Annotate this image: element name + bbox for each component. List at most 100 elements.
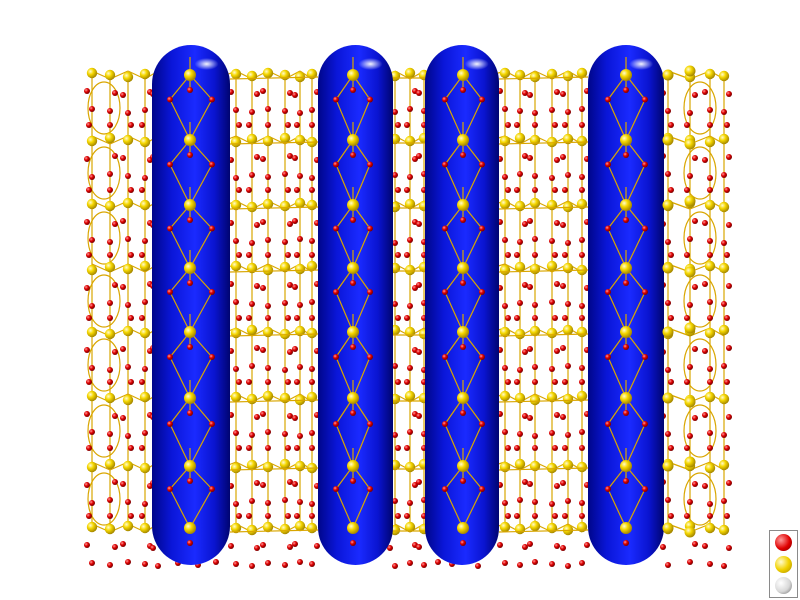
oxygen-atom [260,482,266,488]
oxygen-atom [282,108,288,114]
oxygen-atom [532,122,538,128]
silicon-atom [499,198,511,210]
oxygen-atom [120,481,126,487]
oxygen-atom [142,175,148,181]
oxygen-atom [560,480,566,486]
silicon-atom [576,326,588,338]
oxygen-atom [333,421,339,427]
oxygen-atom [249,301,255,307]
oxygen-atom [107,108,113,114]
oxygen-atom [684,513,690,519]
oxygen-atom [309,561,315,567]
silicon-atom [86,326,98,338]
oxygen-atom [502,106,508,112]
silicon-atom [347,392,359,404]
oxygen-atom [687,364,693,370]
oxygen-atom [687,559,693,565]
oxygen-atom [404,445,410,451]
silicon-atom [139,260,151,272]
silicon-atom [122,325,134,337]
bond [335,99,354,141]
bond [229,206,319,210]
oxygen-atom [292,92,298,98]
oxygen-atom [692,481,698,487]
oxygen-atom [707,501,713,507]
oxygen-atom [721,240,727,246]
silicon-atom [139,462,151,474]
oxygen-atom [107,379,113,385]
silicon-atom [620,262,632,274]
bond [352,488,371,529]
oxygen-atom [246,187,252,193]
bond [462,99,483,141]
silicon-atom [662,326,674,338]
bond [189,291,213,333]
silicon-atom [246,324,258,336]
silicon-atom [184,134,196,146]
silicon-atom [546,522,558,534]
oxygen-atom [687,433,693,439]
silicon-atom [662,460,674,472]
oxygen-atom [333,225,339,232]
oxygen-atom [687,173,693,179]
silicon-atom [718,324,730,336]
oxygen-atom [707,430,713,436]
oxygen-atom [128,187,134,193]
oxygen-atom [442,289,448,295]
silicon-atom [620,69,632,81]
silicon-atom [514,69,526,81]
atom-legend [769,530,798,598]
oxygen-atom [309,501,315,507]
oxygen-atom [107,171,113,177]
bond [169,228,191,269]
oxygen-atom [209,421,215,427]
silicon-atom [562,393,574,405]
oxygen-atom [579,445,585,451]
oxygen-atom [502,174,508,180]
oxygen-atom [404,379,410,385]
oxygen-atom [460,152,466,158]
oxygen-atom [522,544,528,550]
oxygen-atom [167,354,173,360]
bond [625,423,646,467]
oxygen-atom [514,187,520,193]
oxygen-atom [282,497,288,503]
silicon-atom [294,520,306,532]
oxygen-atom [309,366,315,372]
oxygen-atom [579,560,585,566]
oxygen-atom [309,238,315,244]
bond [625,488,646,529]
oxygen-atom [579,237,585,243]
oxygen-atom [554,157,560,163]
bond [462,488,483,529]
bond [498,333,589,337]
oxygen-atom [350,280,356,286]
oxygen-atom [407,560,413,566]
oxygen-atom [514,315,520,321]
oxygen-atom [112,544,118,550]
oxygen-atom [236,379,242,385]
oxygen-atom [107,367,113,373]
oxygen-atom [142,366,148,372]
bond [335,291,354,333]
oxygen-atom [460,478,466,484]
oxygen-atom [120,155,126,161]
silicon-atom [139,522,151,534]
bond [352,228,371,269]
oxygen-atom [167,289,173,295]
oxygen-atom [285,379,291,385]
oxygen-atom [287,349,293,355]
ring [87,81,121,135]
oxygen-atom [125,364,131,370]
bond [444,423,464,467]
oxygen-atom [309,175,315,181]
oxygen-atom [392,172,398,178]
oxygen-atom [562,513,568,519]
silicon-atom [122,520,134,532]
bond [444,99,464,141]
oxygen-atom [527,284,533,290]
oxygen-atom [125,433,131,439]
silicon-atom [662,134,674,146]
bond [189,228,213,269]
silicon-atom [139,136,151,148]
